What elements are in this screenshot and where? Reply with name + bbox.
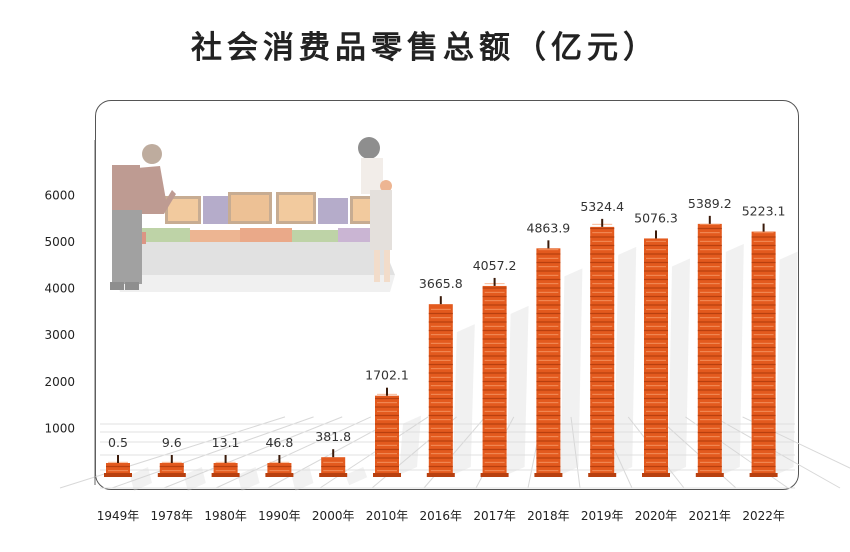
floor-grid-line (163, 416, 343, 489)
x-tick-label: 2010年 (366, 509, 409, 523)
floor-grid-line (215, 416, 372, 489)
value-label: 381.8 (315, 429, 351, 444)
x-tick-label: 2016年 (420, 509, 463, 523)
value-labels: 0.5 9.6 13.1 46.8 381.8 1702.1 3665.8 4057.2 486… (108, 196, 785, 450)
bar-1978年 (157, 455, 206, 491)
bar-series (104, 215, 798, 491)
bar-1949年 (104, 455, 152, 491)
y-axis-ticks: 1000 2000 3000 4000 5000 6000 (44, 188, 75, 435)
x-tick-label: 2019年 (581, 509, 624, 523)
bar-1990年 (265, 455, 314, 491)
chart-title: 社会消费品零售总额（亿元） (191, 30, 659, 66)
value-label: 5223.1 (742, 204, 786, 219)
x-tick-label: 2017年 (473, 509, 516, 523)
y-tick-label: 6000 (44, 188, 75, 202)
value-label: 0.5 (108, 435, 128, 450)
bar-2010年 (373, 387, 421, 477)
bar-2000年 (319, 449, 368, 486)
value-label: 5324.4 (580, 199, 624, 214)
bar-2019年 (588, 218, 637, 477)
y-tick-label: 1000 (44, 421, 75, 435)
y-tick-label: 5000 (44, 235, 75, 249)
x-tick-label: 2022年 (742, 509, 785, 523)
value-label: 4057.2 (473, 258, 517, 273)
x-axis-labels: 1949年 1978年 1980年 1990年 2000年 2010年 2016年 2017年… (97, 509, 785, 523)
bar-2021年 (695, 215, 744, 477)
x-tick-label: 1990年 (258, 509, 301, 523)
x-tick-label: 2020年 (635, 509, 678, 523)
bar-2017年 (480, 277, 529, 477)
floor-grid-line (59, 416, 286, 489)
bar-2020年 (642, 230, 690, 477)
x-tick-label: 2018年 (527, 509, 570, 523)
bar-2022年 (749, 223, 798, 477)
bar-2018年 (534, 240, 583, 477)
bar-2016年 (426, 296, 475, 477)
bar-1980年 (211, 455, 260, 491)
x-tick-label: 1980年 (204, 509, 247, 523)
shopping-scene-illustration (110, 137, 395, 292)
value-label: 1702.1 (365, 368, 409, 383)
value-label: 13.1 (212, 435, 240, 450)
value-label: 5389.2 (688, 196, 732, 211)
x-tick-label: 1949年 (97, 509, 140, 523)
y-tick-label: 2000 (44, 375, 75, 389)
floor-grid-line (570, 416, 581, 489)
x-tick-label: 2000年 (312, 509, 355, 523)
x-tick-label: 1978年 (151, 509, 194, 523)
x-tick-label: 2021年 (689, 509, 732, 523)
floor-grid-line (111, 416, 314, 489)
value-label: 9.6 (162, 435, 182, 450)
value-label: 4863.9 (527, 220, 571, 235)
y-tick-label: 3000 (44, 328, 75, 342)
value-label: 46.8 (265, 435, 293, 450)
value-label: 3665.8 (419, 276, 463, 291)
floor-grid-line (713, 416, 841, 489)
value-label: 5076.3 (634, 210, 678, 225)
y-tick-label: 4000 (44, 282, 75, 296)
